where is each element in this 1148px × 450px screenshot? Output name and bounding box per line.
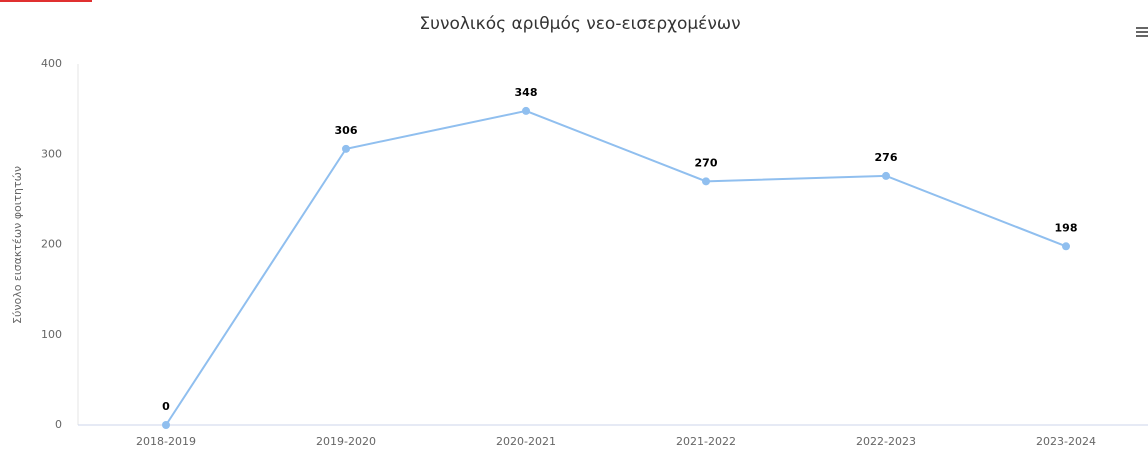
chart-title: Συνολικός αριθμός νεο-εισερχομένων: [419, 14, 740, 34]
x-tick-label: 2022-2023: [856, 435, 916, 448]
y-tick-label: 100: [41, 328, 62, 341]
data-label: 0: [162, 400, 170, 413]
data-label: 198: [1055, 221, 1078, 234]
y-tick-label: 400: [41, 57, 62, 70]
menu-bar: [1136, 27, 1148, 29]
y-tick-label: 0: [55, 418, 62, 431]
data-point: [1062, 242, 1070, 251]
y-tick-label: 300: [41, 147, 62, 160]
data-point: [882, 171, 890, 180]
data-point: [702, 177, 710, 186]
x-tick-label: 2023-2024: [1036, 435, 1096, 448]
data-label: 348: [515, 86, 538, 99]
y-tick-label: 200: [41, 238, 62, 251]
menu-bar: [1136, 35, 1148, 37]
y-axis-label: Σύνολο εισακτέων φοιτητών: [11, 166, 24, 324]
x-tick-label: 2018-2019: [136, 435, 196, 448]
menu-button[interactable]: [1136, 27, 1148, 37]
x-tick-label: 2020-2021: [496, 435, 556, 448]
data-point: [162, 421, 170, 429]
data-point: [522, 106, 530, 115]
data-point: [342, 144, 350, 153]
data-label: 306: [335, 124, 358, 137]
data-label: 276: [875, 151, 898, 164]
x-tick-label: 2019-2020: [316, 435, 376, 448]
x-tick-label: 2021-2022: [676, 435, 736, 448]
data-label: 270: [695, 156, 718, 169]
series-line: [165, 109, 1067, 426]
menu-bar: [1136, 31, 1148, 33]
